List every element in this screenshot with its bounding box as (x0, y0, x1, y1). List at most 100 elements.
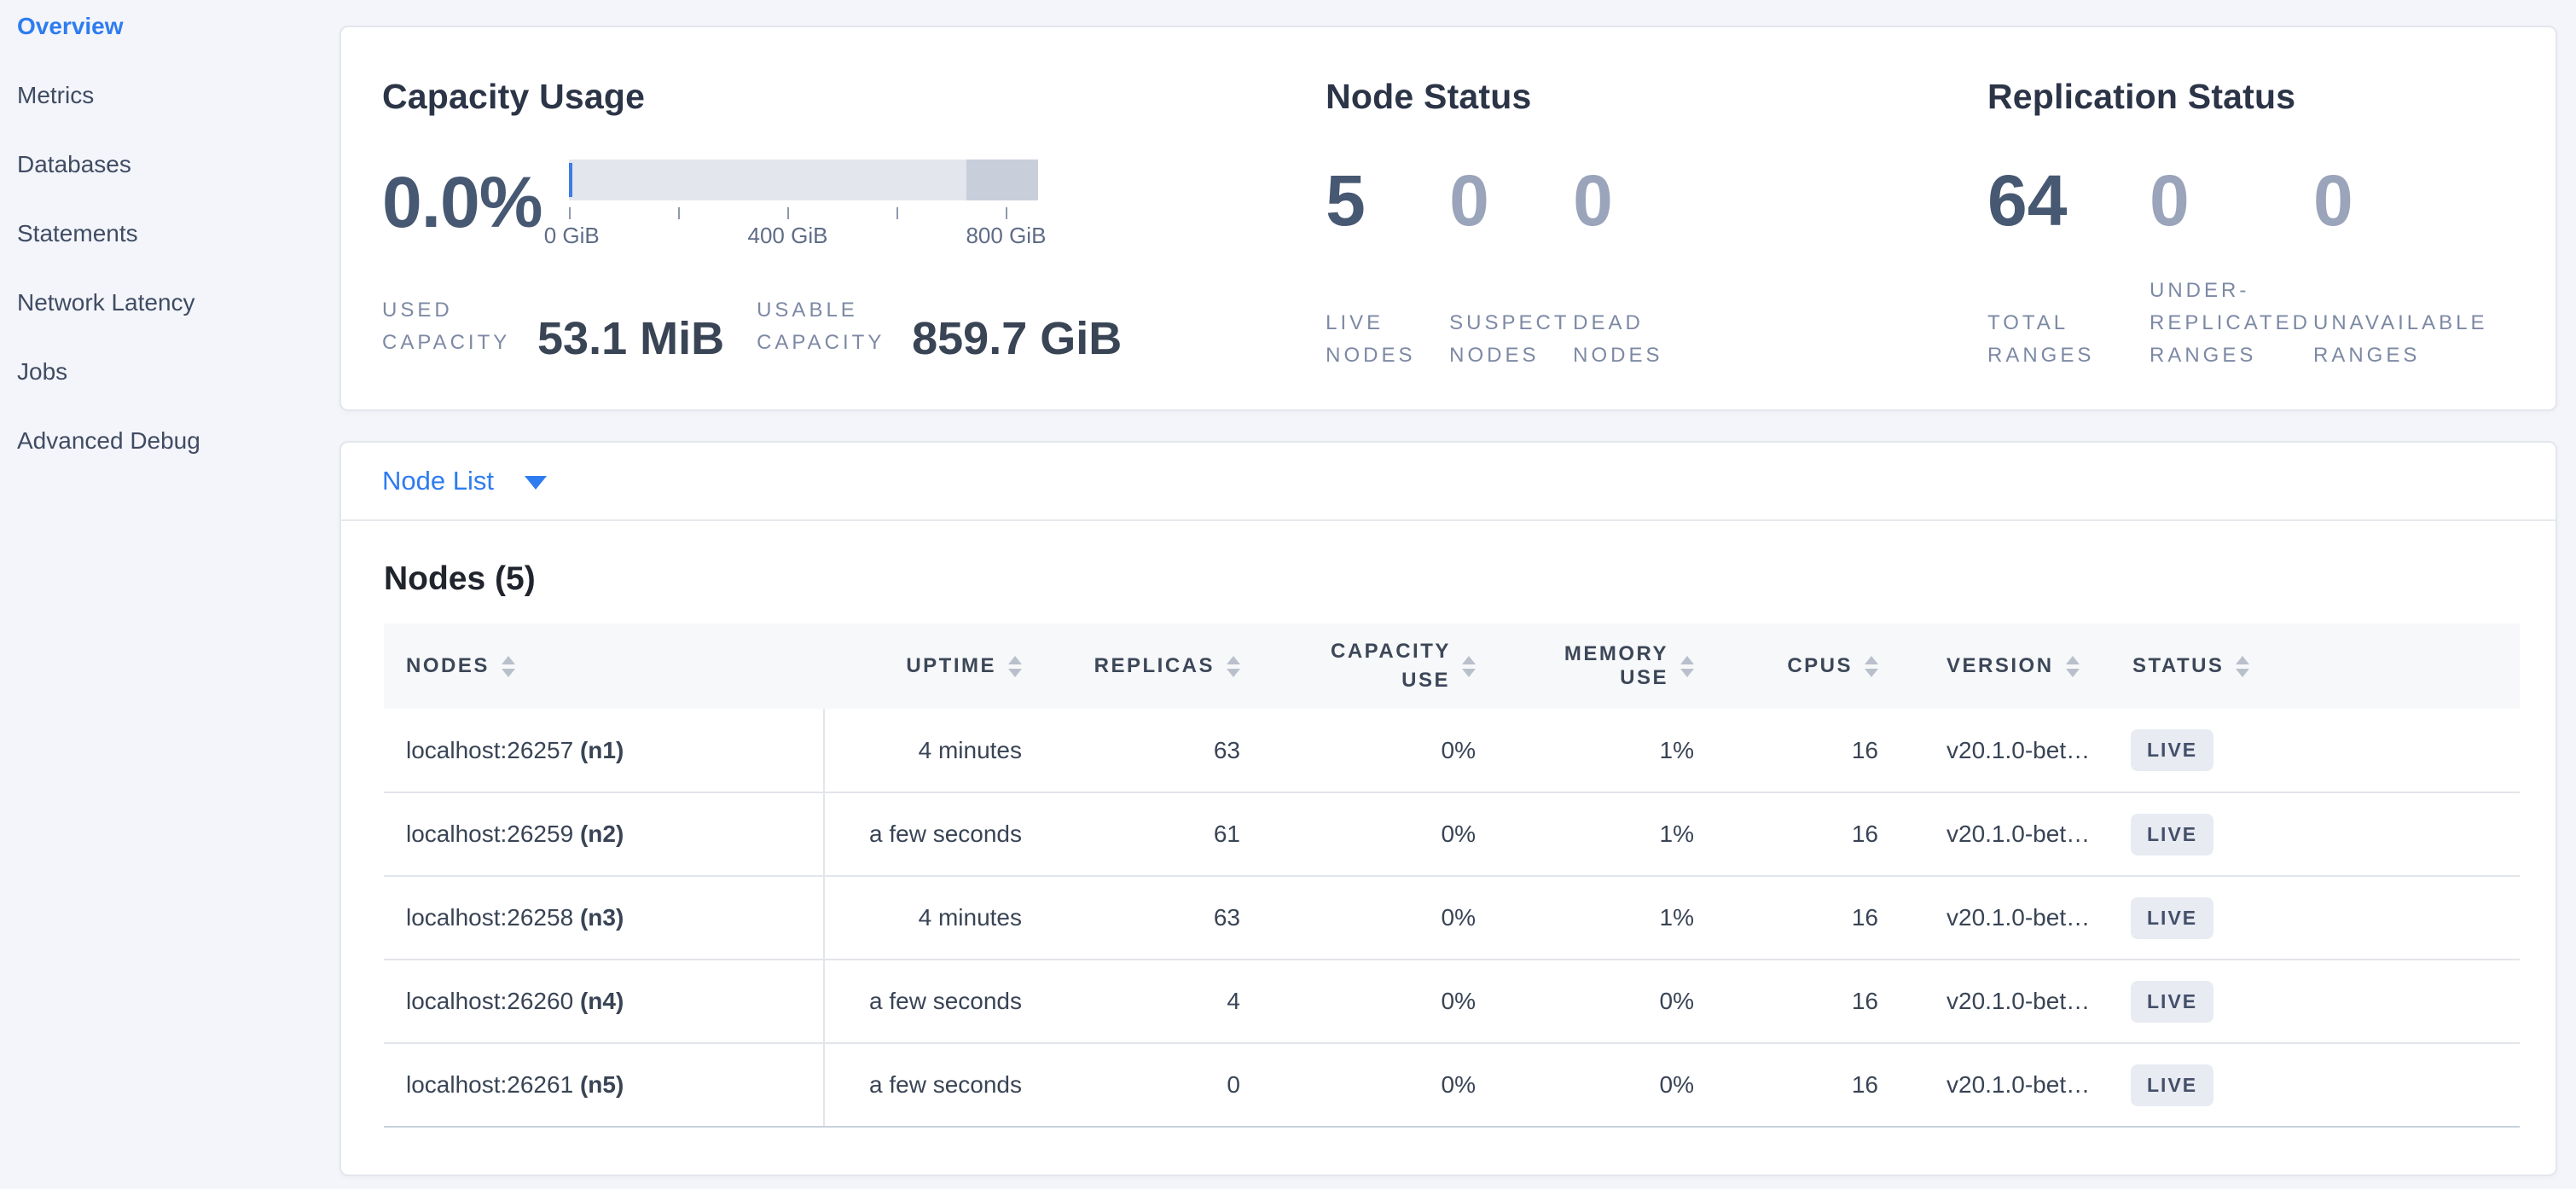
memory-use-cell: 1% (1510, 792, 1728, 877)
table-header-replicas[interactable]: REPLICAS (1056, 624, 1274, 709)
under-replicated-ranges-count: 0 (2150, 160, 2190, 241)
node-list-dropdown[interactable]: Node List (341, 443, 2556, 521)
usable-capacity-stat: USABLE CAPACITY 859.7 GiB (757, 294, 1123, 364)
table-header-nodes[interactable]: NODES (384, 624, 824, 709)
capacity-use-cell: 0% (1274, 709, 1510, 793)
status-cell: LIVE (2119, 876, 2520, 960)
sort-icon (501, 655, 515, 677)
main-content: Capacity Usage 0.0% 0 GiB 400 GiB 800 Gi… (339, 0, 2557, 1176)
cpus-cell: 16 (1728, 876, 1912, 960)
capacity-use-cell: 0% (1274, 1043, 1510, 1128)
used-capacity-stat: USED CAPACITY 53.1 MiB (382, 294, 725, 364)
replication-status-title: Replication Status (1987, 77, 2296, 116)
sort-icon (1462, 655, 1476, 677)
status-badge: LIVE (2131, 896, 2214, 939)
memory-use-cell: 1% (1510, 709, 1728, 793)
table-header-uptime[interactable]: UPTIME (824, 624, 1056, 709)
node-address-cell: localhost:26259 (n2) (384, 792, 824, 877)
used-capacity-label: USED CAPACITY (382, 299, 511, 354)
sort-icon (1008, 655, 1022, 677)
sort-icon (1680, 655, 1694, 677)
replicas-cell: 63 (1056, 709, 1274, 793)
sidebar-item-overview[interactable]: Overview (17, 13, 124, 39)
dead-nodes-stat: 0 DEAD NODES (1573, 165, 1697, 372)
table-header-status[interactable]: STATUS (2119, 624, 2520, 709)
replicas-cell: 63 (1056, 876, 1274, 960)
capacity-use-cell: 0% (1274, 792, 1510, 877)
table-row[interactable]: localhost:26259 (n2) a few seconds 61 0%… (384, 792, 2520, 877)
unavailable-ranges-stat: 0 UNAVAILABLE RANGES (2313, 165, 2515, 372)
replicas-cell: 0 (1056, 1043, 1274, 1128)
dead-nodes-label: DEAD NODES (1573, 311, 1663, 367)
sidebar: Overview Metrics Databases Statements Ne… (0, 0, 337, 1189)
sort-icon (1227, 655, 1240, 677)
table-header-cpus[interactable]: CPUS (1728, 624, 1912, 709)
sidebar-item-advanced-debug[interactable]: Advanced Debug (17, 427, 200, 454)
suspect-nodes-count: 0 (1449, 160, 1489, 241)
capacity-usage-section: Capacity Usage 0.0% 0 GiB 400 GiB 800 Gi… (382, 77, 1326, 372)
node-status-section: Node Status 5 LIVE NODES 0 SUSPECT NODES… (1326, 77, 1987, 372)
version-cell: v20.1.0-bet… (1912, 960, 2119, 1044)
replicas-cell: 4 (1056, 960, 1274, 1044)
table-row[interactable]: localhost:26260 (n4) a few seconds 4 0% … (384, 960, 2520, 1044)
used-capacity-value: 53.1 MiB (537, 313, 725, 364)
version-cell: v20.1.0-bet… (1912, 876, 2119, 960)
status-cell: LIVE (2119, 1043, 2520, 1128)
live-nodes-label: LIVE NODES (1326, 311, 1416, 367)
node-address-cell: localhost:26261 (n5) (384, 1043, 824, 1128)
suspect-nodes-stat: 0 SUSPECT NODES (1449, 165, 1573, 372)
node-address-cell: localhost:26258 (n3) (384, 876, 824, 960)
axis-label-800gib: 800 GiB (966, 223, 1047, 248)
replication-status-section: Replication Status 64 TOTAL RANGES 0 UND… (1987, 77, 2515, 372)
memory-use-cell: 0% (1510, 960, 1728, 1044)
usable-capacity-value: 859.7 GiB (912, 313, 1123, 364)
nodes-card: Node List Nodes (5) NODES UPTIME REPLICA… (339, 441, 2557, 1176)
capacity-gauge-axis: 0 GiB 400 GiB 800 GiB (544, 221, 1047, 248)
capacity-use-cell: 0% (1274, 876, 1510, 960)
sidebar-item-metrics[interactable]: Metrics (17, 82, 95, 108)
table-header-version[interactable]: VERSION (1912, 624, 2119, 709)
capacity-used-percent: 0.0% (382, 162, 542, 242)
chevron-down-icon (524, 476, 547, 490)
node-address-cell: localhost:26257 (n1) (384, 709, 824, 793)
total-ranges-count: 64 (1987, 160, 2068, 241)
table-header-capacity-use[interactable]: CAPACITY USE (1274, 624, 1510, 709)
capacity-usage-title: Capacity Usage (382, 77, 646, 116)
version-cell: v20.1.0-bet… (1912, 792, 2119, 877)
live-nodes-count: 5 (1326, 160, 1366, 241)
nodes-table-title: Nodes (5) (384, 560, 536, 597)
usable-capacity-label: USABLE CAPACITY (757, 299, 885, 354)
under-replicated-ranges-stat: 0 UNDER-REPLICATED RANGES (2150, 165, 2313, 372)
uptime-cell: a few seconds (823, 792, 1056, 877)
total-ranges-stat: 64 TOTAL RANGES (1987, 165, 2150, 372)
cpus-cell: 16 (1728, 792, 1912, 877)
table-header-row: NODES UPTIME REPLICAS CAPACITY USE MEMOR… (384, 624, 2520, 709)
uptime-cell: a few seconds (823, 1043, 1056, 1128)
live-nodes-stat: 5 LIVE NODES (1326, 165, 1449, 372)
capacity-gauge-bar (569, 160, 1039, 200)
sidebar-item-jobs[interactable]: Jobs (17, 358, 68, 385)
sidebar-item-databases[interactable]: Databases (17, 151, 131, 177)
table-row[interactable]: localhost:26261 (n5) a few seconds 0 0% … (384, 1043, 2520, 1128)
total-ranges-label: TOTAL RANGES (1987, 311, 2095, 367)
capacity-use-cell: 0% (1274, 960, 1510, 1044)
sort-icon (2065, 655, 2080, 677)
capacity-gauge-reserved-segment (966, 160, 1039, 200)
nodes-table-body: localhost:26257 (n1) 4 minutes 63 0% 1% … (384, 709, 2520, 1128)
under-replicated-ranges-label: UNDER-REPLICATED RANGES (2150, 279, 2311, 367)
table-row[interactable]: localhost:26257 (n1) 4 minutes 63 0% 1% … (384, 709, 2520, 793)
version-cell: v20.1.0-bet… (1912, 709, 2119, 793)
replicas-cell: 61 (1056, 792, 1274, 877)
sidebar-item-network-latency[interactable]: Network Latency (17, 289, 195, 316)
sort-icon (2236, 655, 2250, 677)
memory-use-cell: 0% (1510, 1043, 1728, 1128)
status-badge: LIVE (2131, 980, 2214, 1023)
table-header-memory-use[interactable]: MEMORY USE (1510, 624, 1728, 709)
unavailable-ranges-label: UNAVAILABLE RANGES (2313, 311, 2488, 367)
suspect-nodes-label: SUSPECT NODES (1449, 311, 1570, 367)
dead-nodes-count: 0 (1573, 160, 1613, 241)
capacity-gauge-ticks (569, 200, 1038, 221)
table-row[interactable]: localhost:26258 (n3) 4 minutes 63 0% 1% … (384, 876, 2520, 960)
sidebar-item-statements[interactable]: Statements (17, 220, 138, 246)
status-badge: LIVE (2131, 729, 2214, 771)
